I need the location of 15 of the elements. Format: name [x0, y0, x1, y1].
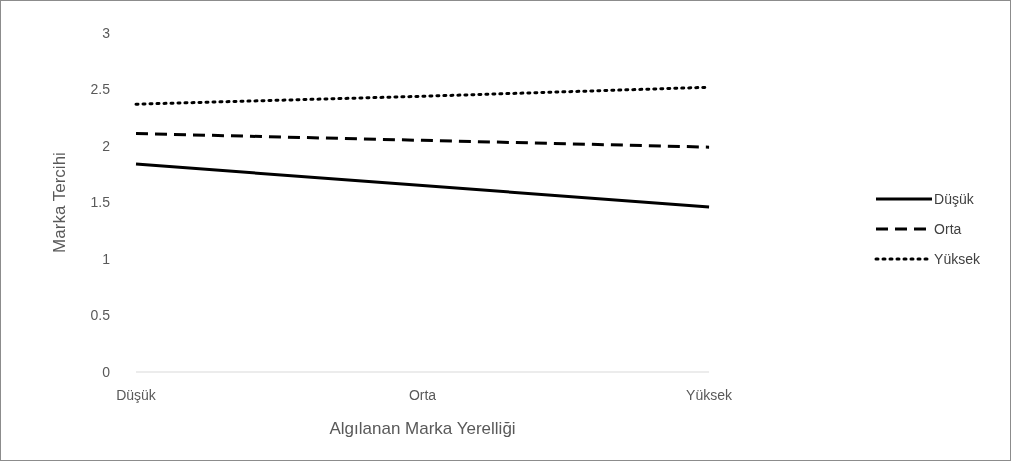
y-axis-title: Marka Tercihi	[50, 152, 70, 253]
x-tick-label: Düşük	[116, 386, 157, 403]
legend-label: Düşük	[934, 190, 974, 207]
x-tick-label: Yüksek	[686, 386, 734, 403]
y-tick-label: 3	[102, 24, 111, 41]
y-tick-label: 2	[102, 137, 111, 154]
x-tick-label: Orta	[408, 386, 437, 403]
legend-label: Yüksek	[934, 250, 980, 267]
y-tick-label: 2.5	[90, 81, 111, 98]
x-axis-title: Algılanan Marka Yerelliği	[329, 419, 516, 438]
y-tick-label: 0	[102, 363, 111, 380]
y-tick-label: 1.5	[90, 194, 111, 211]
y-tick-label: 1	[102, 250, 111, 267]
legend-label: Orta	[934, 220, 962, 237]
y-tick-label: 0.5	[90, 307, 111, 324]
